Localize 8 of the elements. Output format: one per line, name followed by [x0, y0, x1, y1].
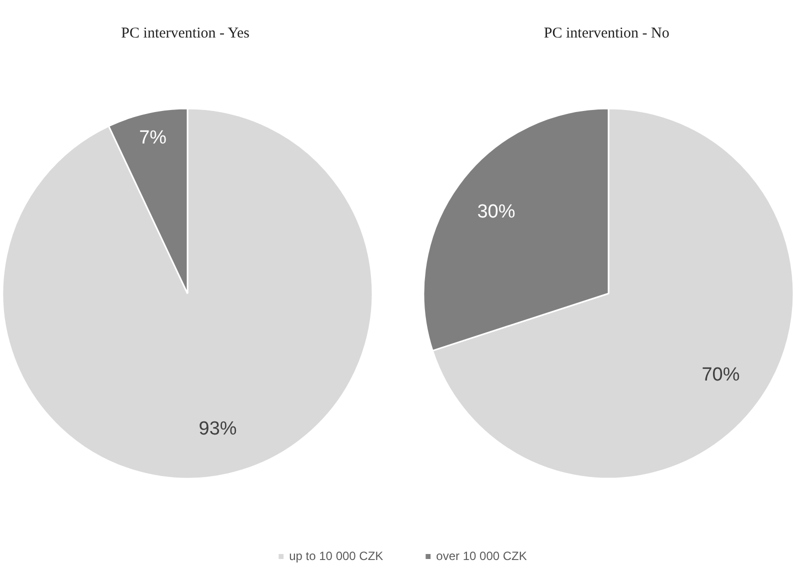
chart-title: PC intervention - Yes	[121, 26, 250, 42]
legend-label: over 10 000 CZK	[436, 549, 527, 563]
data-label: 70%	[702, 364, 740, 386]
data-label: 7%	[139, 128, 167, 149]
chart-title: PC intervention - No	[544, 26, 670, 42]
data-label: 93%	[198, 418, 237, 440]
data-label: 30%	[477, 201, 516, 222]
legend-label: up to 10 000 CZK	[289, 549, 384, 563]
